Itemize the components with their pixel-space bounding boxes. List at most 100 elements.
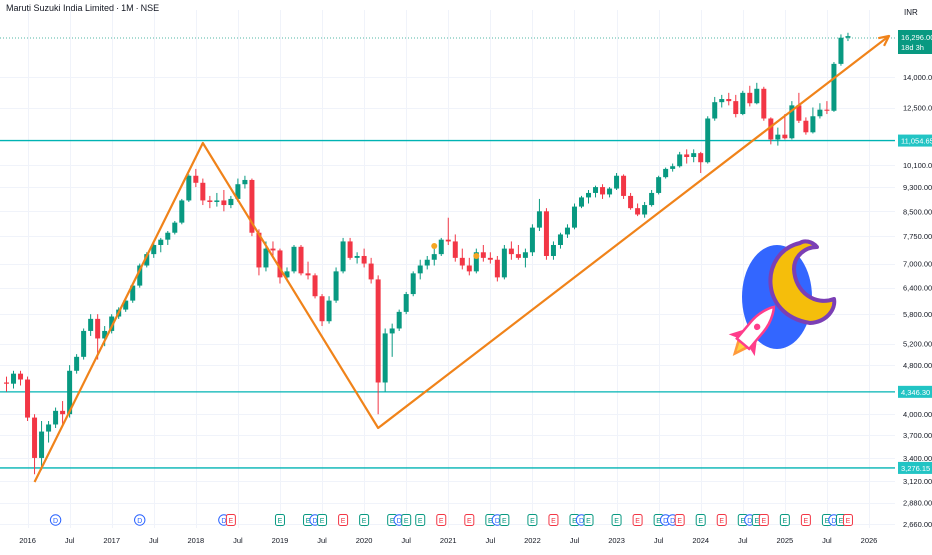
earnings-marker[interactable]: E [499, 514, 510, 526]
earnings-marker-letter: E [635, 518, 640, 525]
candle-body [298, 246, 304, 274]
earnings-marker[interactable]: E [359, 514, 370, 526]
earnings-marker[interactable]: E [338, 514, 349, 526]
candle-body [221, 200, 227, 206]
earnings-marker[interactable]: E [415, 514, 426, 526]
level-tag-bg [898, 385, 932, 398]
earnings-marker[interactable]: E [758, 514, 769, 526]
earnings-marker[interactable]: E [779, 514, 790, 526]
candle-body [810, 116, 816, 133]
earnings-marker[interactable]: E [401, 514, 412, 526]
earnings-marker[interactable]: E [583, 514, 594, 526]
earnings-marker-letter: E [698, 518, 703, 525]
currency-label: INR [904, 8, 918, 17]
trend-arrowhead [878, 34, 891, 47]
earnings-marker[interactable]: E [225, 514, 236, 526]
candle [333, 267, 339, 303]
earnings-marker-letter: E [783, 518, 788, 525]
candle [586, 190, 592, 204]
earnings-marker[interactable]: E [695, 514, 706, 526]
candle-body [600, 187, 606, 195]
earnings-marker[interactable]: E [274, 514, 285, 526]
candle-body [291, 246, 297, 272]
trend-line-layer [33, 34, 891, 483]
candle-body [403, 294, 409, 312]
candle-body [719, 99, 725, 103]
earnings-marker-letter: E [390, 518, 395, 525]
candle [214, 192, 220, 207]
candle-body [726, 99, 732, 102]
candle [53, 407, 59, 428]
candle [593, 185, 599, 198]
candle [291, 244, 297, 274]
candle-body [347, 241, 353, 258]
earnings-marker[interactable]: E [842, 514, 853, 526]
level-tag-label: 11,054.65 [901, 137, 932, 146]
candle [494, 255, 500, 282]
candle-body [557, 234, 563, 245]
dividend-marker-letter: D [670, 518, 675, 525]
earnings-marker-shape [611, 514, 622, 526]
earnings-marker[interactable]: E [436, 514, 447, 526]
candle-body [207, 200, 213, 202]
candle-body [389, 328, 395, 334]
candle-body [593, 187, 599, 193]
earnings-marker[interactable]: E [674, 514, 685, 526]
y-tick-label: 3,400.00 [903, 454, 932, 463]
earnings-marker-letter: E [719, 518, 724, 525]
candle-body [452, 241, 458, 258]
candle [88, 314, 94, 336]
level-tag-label: 3,276.15 [901, 464, 930, 473]
x-tick-label: Jul [317, 536, 327, 545]
y-tick-label: 4,800.00 [903, 361, 932, 370]
candle-body [775, 134, 781, 140]
dividend-marker-letter: D [397, 518, 402, 525]
level-tag-bg [898, 134, 932, 147]
candle-body [179, 200, 185, 223]
earnings-marker[interactable]: E [716, 514, 727, 526]
candle-body [754, 88, 760, 104]
candle-body [340, 241, 346, 272]
rocket-icon [728, 305, 776, 357]
symbol-name[interactable]: Maruti Suzuki India Limited [6, 3, 115, 13]
candle [256, 229, 262, 276]
candle-body [656, 177, 662, 193]
earnings-marker[interactable]: E [611, 514, 622, 526]
candle [200, 178, 206, 206]
candle-body [39, 431, 45, 458]
earnings-marker-shape [695, 514, 706, 526]
candle-body [361, 255, 367, 264]
dividend-marker-letter: D [663, 518, 668, 525]
x-tick-label: Jul [233, 536, 243, 545]
candle-body [263, 248, 269, 268]
candle [747, 85, 753, 107]
interval-label[interactable]: 1M [121, 3, 134, 13]
earnings-marker[interactable]: E [632, 514, 643, 526]
candle [579, 195, 584, 209]
candle [684, 149, 690, 164]
candle-body [431, 254, 437, 260]
candle-body [88, 318, 94, 331]
candle-body [200, 182, 206, 201]
candle-body [18, 373, 24, 380]
dividend-marker-letter: D [313, 518, 318, 525]
dividend-marker[interactable]: D [134, 514, 146, 526]
candle [305, 261, 311, 280]
earnings-marker[interactable]: E [527, 514, 538, 526]
earnings-marker[interactable]: E [548, 514, 559, 526]
earnings-marker[interactable]: E [464, 514, 475, 526]
dividend-marker[interactable]: D [49, 514, 62, 526]
earnings-marker[interactable]: E [317, 514, 328, 526]
earnings-marker-letter: E [341, 518, 346, 525]
grid-lines [0, 10, 895, 528]
candle [193, 168, 199, 188]
moon-shape [768, 239, 837, 325]
candle [172, 220, 178, 235]
candle [698, 151, 704, 174]
earnings-marker[interactable]: E [800, 514, 811, 526]
candle [838, 34, 844, 66]
candle-body [761, 88, 767, 119]
candle-body [445, 239, 451, 242]
